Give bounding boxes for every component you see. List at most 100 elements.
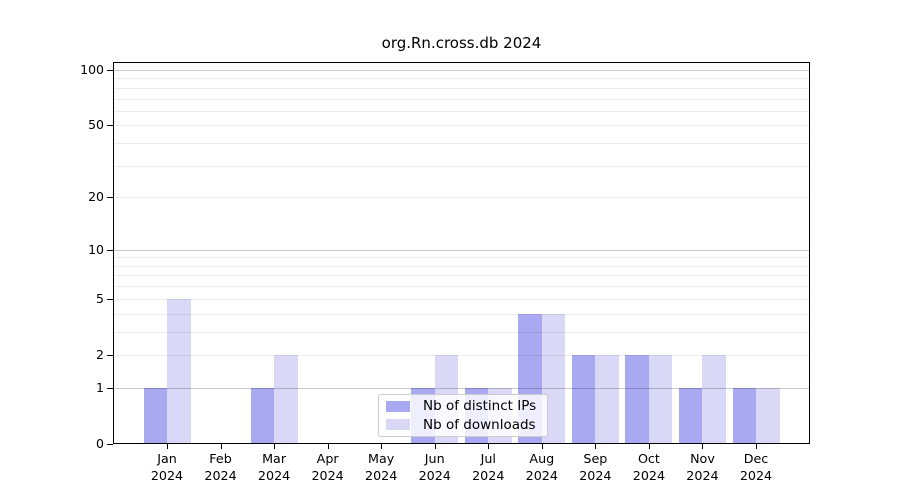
gridline-minor-2 xyxy=(114,354,809,356)
legend-item-downloads: Nb of downloads xyxy=(386,416,541,434)
gridline-minor-3 xyxy=(114,331,809,333)
bar-distinct-ips-mar xyxy=(250,387,275,443)
y-tick-2 xyxy=(107,354,113,356)
x-tick-jun xyxy=(434,444,436,449)
gridline-major-100 xyxy=(114,70,809,71)
bar-distinct-ips-nov xyxy=(678,387,703,443)
x-tick-label-apr: Apr 2024 xyxy=(288,450,368,484)
x-label-month: Nov xyxy=(690,451,715,466)
x-tick-feb xyxy=(220,444,222,449)
legend-label-downloads: Nb of downloads xyxy=(423,416,536,433)
x-label-month: Feb xyxy=(209,451,232,466)
y-tick-label-50: 50 xyxy=(88,117,104,133)
gridline-minor-6 xyxy=(114,286,809,288)
bar-downloads-nov xyxy=(702,354,726,443)
y-tick-5 xyxy=(107,298,113,300)
x-tick-label-jan: Jan 2024 xyxy=(127,450,207,484)
x-tick-label-may: May 2024 xyxy=(341,450,421,484)
x-tick-label-feb: Feb 2024 xyxy=(181,450,261,484)
y-tick-20 xyxy=(107,197,113,199)
y-tick-50 xyxy=(107,125,113,127)
gridline-minor-7 xyxy=(114,275,809,277)
x-label-year: 2024 xyxy=(365,468,398,483)
x-tick-jul xyxy=(488,444,490,449)
x-tick-label-sep: Sep 2024 xyxy=(555,450,635,484)
x-label-month: Jan xyxy=(157,451,177,466)
legend: Nb of distinct IPs Nb of downloads xyxy=(378,394,548,437)
x-label-year: 2024 xyxy=(257,468,291,483)
x-label-month: Apr xyxy=(316,451,339,466)
x-label-year: 2024 xyxy=(579,468,612,483)
x-tick-mar xyxy=(274,444,276,449)
x-label-month: Aug xyxy=(529,451,555,466)
bar-downloads-dec xyxy=(756,387,780,443)
gridline-minor-80 xyxy=(114,87,809,89)
gridline-minor-5 xyxy=(114,298,809,300)
plot-area xyxy=(113,62,810,444)
x-tick-label-jun: Jun 2024 xyxy=(395,450,475,484)
x-label-year: 2024 xyxy=(525,468,558,483)
bar-downloads-sep xyxy=(595,354,619,443)
x-tick-aug xyxy=(541,444,543,449)
x-label-year: 2024 xyxy=(739,468,773,483)
gridline-minor-9 xyxy=(114,257,809,259)
bar-distinct-ips-sep xyxy=(571,354,596,443)
bar-downloads-mar xyxy=(274,354,298,443)
y-tick-1 xyxy=(107,387,113,389)
y-tick-0 xyxy=(107,444,113,445)
x-label-year: 2024 xyxy=(686,468,719,483)
y-tick-label-2: 2 xyxy=(96,346,104,362)
x-tick-jan xyxy=(167,444,168,449)
gridline-minor-50 xyxy=(114,125,809,127)
gridline-minor-40 xyxy=(114,143,809,145)
bar-distinct-ips-dec xyxy=(732,387,756,443)
gridline-minor-4 xyxy=(114,313,809,315)
x-label-month: Jun xyxy=(424,451,445,466)
chart-title: org.Rn.cross.db 2024 xyxy=(381,34,542,52)
bar-distinct-ips-oct xyxy=(625,354,649,443)
x-label-month: May xyxy=(368,451,395,466)
gridline-minor-30 xyxy=(114,165,809,167)
x-tick-may xyxy=(381,444,383,449)
x-label-month: Jul xyxy=(480,451,496,466)
gridline-minor-90 xyxy=(114,78,809,80)
legend-swatch-downloads xyxy=(386,419,410,431)
x-label-month: Sep xyxy=(583,451,608,466)
gridline-minor-60 xyxy=(114,110,809,112)
x-label-year: 2024 xyxy=(472,468,505,483)
x-label-year: 2024 xyxy=(632,468,666,483)
y-tick-label-1: 1 xyxy=(96,379,104,395)
gridline-minor-8 xyxy=(114,265,809,267)
x-tick-apr xyxy=(327,444,329,449)
gridline-major-1 xyxy=(114,387,809,389)
legend-item-distinct-ips: Nb of distinct IPs xyxy=(386,397,541,415)
x-tick-label-mar: Mar 2024 xyxy=(234,450,314,484)
x-label-year: 2024 xyxy=(150,468,184,483)
x-tick-label-dec: Dec 2024 xyxy=(716,450,796,484)
x-label-month: Oct xyxy=(637,451,660,466)
legend-swatch-distinct-ips xyxy=(386,400,410,412)
x-tick-label-nov: Nov 2024 xyxy=(662,450,742,484)
x-tick-label-aug: Aug 2024 xyxy=(502,450,582,484)
y-tick-label-20: 20 xyxy=(88,189,104,205)
x-tick-dec xyxy=(756,444,757,449)
gridline-minor-70 xyxy=(114,98,809,100)
y-tick-label-10: 10 xyxy=(88,241,104,257)
y-tick-10 xyxy=(107,249,113,251)
x-label-year: 2024 xyxy=(311,468,344,483)
y-tick-label-100: 100 xyxy=(80,62,104,77)
y-tick-label-5: 5 xyxy=(96,290,104,306)
bar-downloads-oct xyxy=(648,354,673,443)
gridline-major-10 xyxy=(114,249,809,251)
x-label-month: Mar xyxy=(262,451,287,466)
gridline-minor-20 xyxy=(114,197,809,199)
y-tick-label-0: 0 xyxy=(96,436,104,451)
bar-downloads-jan xyxy=(167,298,191,443)
bar-distinct-ips-jan xyxy=(143,387,167,443)
y-tick-100 xyxy=(107,70,113,71)
x-tick-sep xyxy=(595,444,597,449)
x-tick-oct xyxy=(648,444,650,449)
x-tick-nov xyxy=(702,444,704,449)
x-label-year: 2024 xyxy=(204,468,237,483)
